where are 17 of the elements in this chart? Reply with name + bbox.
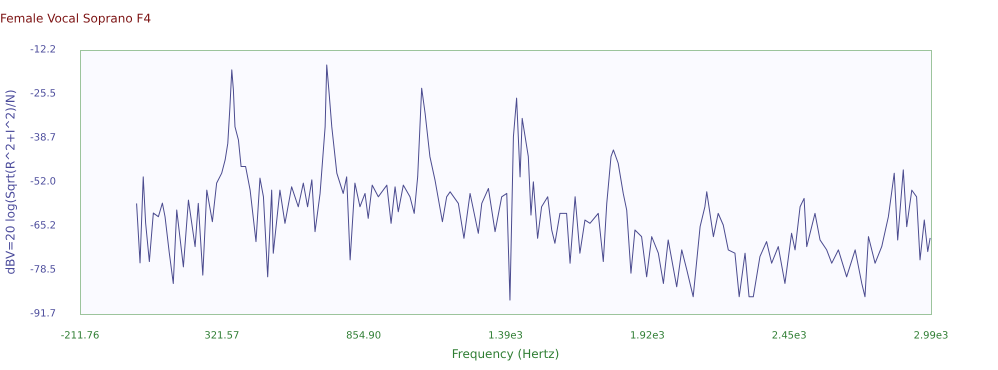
y-tick-label: -78.5 <box>30 264 56 276</box>
y-tick-label: -52.0 <box>30 176 56 188</box>
x-axis-title: Frequency (Hertz) <box>452 346 560 361</box>
chart-title: Female Vocal Soprano F4 <box>0 11 152 26</box>
y-tick-label: -91.7 <box>30 308 56 320</box>
x-tick-label: 1.92e3 <box>630 330 665 342</box>
y-tick-label: -65.2 <box>30 220 56 232</box>
y-tick-label: -12.2 <box>30 44 56 56</box>
y-tick-label: -25.5 <box>30 88 56 100</box>
x-tick-label: 2.45e3 <box>772 330 807 342</box>
y-axis-title: dBV=20 log(Sqrt(R^2+I^2)/N) <box>3 89 18 275</box>
x-tick-label: -211.76 <box>60 330 100 342</box>
x-tick-label: 2.99e3 <box>914 330 948 342</box>
x-tick-label: 854.90 <box>346 330 382 342</box>
x-tick-label: 321.57 <box>204 330 240 342</box>
y-tick-label: -38.7 <box>30 132 56 144</box>
x-tick-label: 1.39e3 <box>488 330 523 342</box>
